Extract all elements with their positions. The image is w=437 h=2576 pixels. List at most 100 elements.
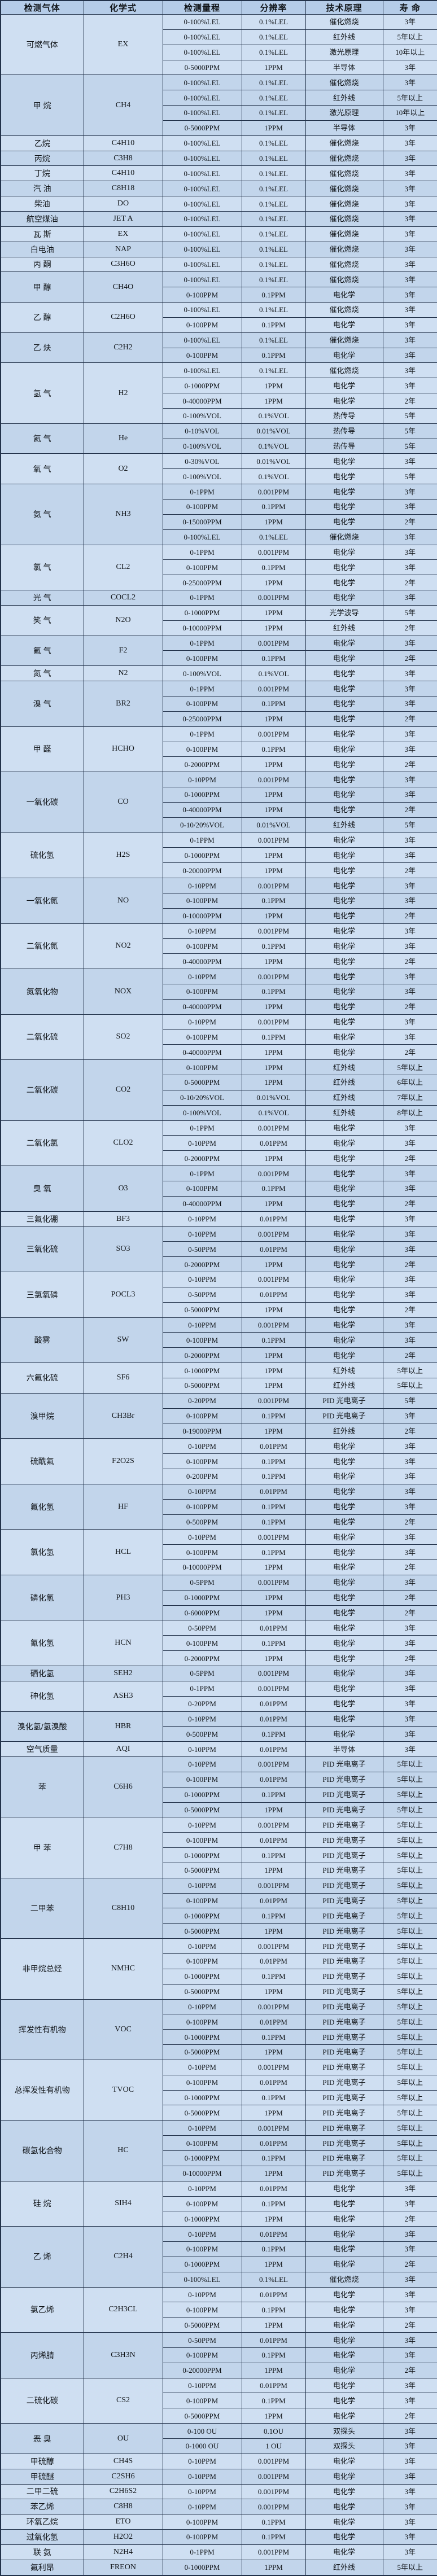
lifetime-cell: 3年 [382, 1166, 437, 1181]
principle-cell: PID 光电离子 [305, 2044, 383, 2060]
table-row: 0-1000PPM 0.1PPM PID 光电离子 5年以上 [1, 1786, 437, 1803]
principle-cell: 电化学 [305, 1241, 383, 1258]
principle-cell: 催化燃烧 [305, 75, 383, 91]
table-row: 航空煤油 JET A 0-100%LEL 0.1%LEL 催化燃烧 3年 [0, 211, 437, 227]
gas-name-cell: 汽 油 [0, 181, 84, 197]
table-row: 0-100PPM 0.1PPM 电化学 3年 [1, 2196, 437, 2212]
table-row: 0-100PPM 0.01PPM PID 光电离子 5年以上 [1, 1953, 437, 1969]
formula-cell: C3H8 [83, 150, 163, 167]
lifetime-cell: 3年 [382, 2332, 437, 2348]
principle-cell: 红外线 [305, 1059, 383, 1076]
resolution-cell: 0.1PPM [241, 741, 306, 757]
table-row: 臭 氧 O3 0-1PPM 0.001PPM 电化学 3年 [0, 1166, 437, 1212]
range-cell: 0-10PPM [162, 1529, 242, 1545]
principle-cell: 电化学 [305, 938, 383, 954]
principle-cell: 催化燃烧 [305, 241, 383, 257]
lifetime-cell: 5年以上 [382, 1908, 437, 1924]
table-row: 0-100PPM 0.1PPM 电化学 3年 [1, 1453, 437, 1469]
lifetime-cell: 5年以上 [382, 2559, 437, 2576]
range-cell: 0-10PPM [162, 878, 242, 893]
principle-cell: 电化学 [305, 1272, 383, 1287]
table-row: 可燃气体 EX 0-100%LEL 0.1%LEL 催化燃烧 3年 [0, 14, 437, 76]
resolution-cell: 0.1PPM [241, 1726, 306, 1742]
table-row: 硫酰氟 F2O2S 0-10PPM 0.01PPM 电化学 3年 [0, 1438, 437, 1484]
table-row: 空气质量 AQI 0-10PPM 0.01PPM 半导体 3年 [0, 1741, 437, 1758]
lifetime-cell: 3年 [382, 1680, 437, 1697]
gas-name-cell: 氮 气 [0, 665, 84, 682]
resolution-cell: 0.1%LEL [241, 90, 306, 106]
resolution-cell: 0.01%VOL [241, 423, 306, 439]
resolution-cell: 1PPM [241, 1347, 306, 1364]
gas-name-cell: 甲硫醇 [0, 2453, 84, 2469]
resolution-cell: 0.1PPM [241, 892, 306, 909]
lifetime-cell: 3年 [382, 635, 437, 651]
table-row: 0-19000PPM 1PPM 红外线 2年 [1, 1423, 437, 1439]
formula-cell: O2 [83, 453, 163, 485]
table-row: 0-100%LEL 0.1%LEL 催化燃烧 3年 [1, 529, 437, 545]
principle-cell: 电化学 [305, 1680, 383, 1697]
lifetime-cell: 2年 [382, 514, 437, 530]
table-row: 0-5000PPM 1PPM 电化学 2年 [1, 2408, 437, 2424]
lifetime-cell: 3年 [382, 681, 437, 696]
lifetime-cell: 3年 [382, 1014, 437, 1030]
lifetime-cell: 2年 [382, 2211, 437, 2227]
lifetime-cell: 3年 [382, 726, 437, 742]
resolution-cell: 1PPM [241, 1983, 306, 2000]
lifetime-cell: 3年 [382, 2393, 437, 2409]
table-row: 硒化氢 SEH2 0-5PPM 0.001PPM 电化学 3年 [0, 1665, 437, 1681]
table-row: 硅 烷 SIH4 0-10PPM 0.01PPM 电化学 3年 [0, 2180, 437, 2227]
principle-cell: 电化学 [305, 801, 383, 818]
resolution-cell: 0.01PPM [241, 1953, 306, 1969]
range-cell: 0-1000PPM [162, 1589, 242, 1606]
principle-cell: 电化学 [305, 1574, 383, 1591]
lifetime-cell: 3年 [382, 120, 437, 136]
lifetime-cell: 3年 [382, 2347, 437, 2363]
principle-cell: 电化学 [305, 1529, 383, 1545]
lifetime-cell: 5年以上 [382, 1983, 437, 2000]
principle-cell: 电化学 [305, 1453, 383, 1469]
lifetime-cell: 3年 [382, 2302, 437, 2318]
principle-cell: 电化学 [305, 2377, 383, 2394]
principle-cell: 电化学 [305, 1029, 383, 1045]
resolution-cell: 0.1PPM [241, 1180, 306, 1197]
resolution-cell: 0.001PPM [241, 1529, 306, 1545]
lifetime-cell: 3年 [382, 1272, 437, 1287]
lifetime-cell: 2年 [382, 393, 437, 409]
principle-cell: PID 光电离子 [305, 1862, 383, 1878]
principle-cell: 电化学 [305, 1696, 383, 1712]
formula-cell: NH3 [83, 484, 163, 545]
gas-name-cell: 硫化氢 [0, 832, 84, 879]
resolution-cell: 1PPM [241, 756, 306, 773]
principle-cell: 电化学 [305, 2468, 383, 2485]
range-cell: 0-10PPM [162, 969, 242, 984]
lifetime-cell: 2年 [382, 1650, 437, 1666]
range-cell: 0-100%VOL [162, 468, 242, 485]
principle-cell: 电化学 [305, 544, 383, 560]
gas-name-cell: 一氧化碳 [0, 772, 84, 833]
principle-cell: 电化学 [305, 317, 383, 333]
table-row: 溴 气 BR2 0-1PPM 0.001PPM 电化学 3年 [0, 681, 437, 727]
resolution-cell: 1PPM [241, 2559, 306, 2576]
table-row: 0-40000PPM 1PPM 电化学 2年 [1, 1044, 437, 1061]
resolution-cell: 0.1%LEL [241, 165, 306, 182]
range-cell: 0-100PPM [162, 892, 242, 909]
table-row: 磷化氢 PH3 0-5PPM 0.001PPM 电化学 3年 [0, 1574, 437, 1621]
resolution-cell: 0.01PPM [241, 1892, 306, 1909]
lifetime-cell: 3年 [382, 150, 437, 167]
resolution-cell: 0.001PPM [241, 878, 306, 893]
formula-cell: NO [83, 878, 163, 924]
principle-cell: 电化学 [305, 908, 383, 924]
formula-cell: OU [83, 2423, 163, 2454]
range-cell: 0-100PPM [162, 2014, 242, 2030]
resolution-cell: 1PPM [241, 1650, 306, 1666]
formula-cell: CH4S [83, 2453, 163, 2469]
table-row: 0-100PPM 0.1PPM 电化学 3年 [1, 1180, 437, 1197]
table-row: 0-6000PPM 1PPM 电化学 2年 [1, 1605, 437, 1621]
table-row: 0-5000PPM 1PPM PID 光电离子 5年以上 [1, 2044, 437, 2060]
resolution-cell: 0.001PPM [241, 772, 306, 788]
principle-cell: PID 光电离子 [305, 1847, 383, 1863]
gas-name-cell: 光 气 [0, 590, 84, 606]
resolution-cell: 0.01PPM [241, 1438, 306, 1455]
lifetime-cell: 3年 [382, 695, 437, 712]
